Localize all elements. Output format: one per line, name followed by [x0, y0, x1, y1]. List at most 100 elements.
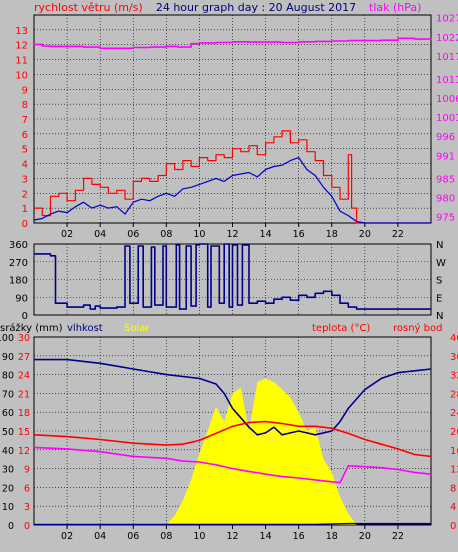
tick-label: 7 — [22, 115, 28, 126]
series-rosn-bod — [33, 446, 432, 484]
x-tick-label: 18 — [326, 531, 338, 542]
tick-label: 5 — [22, 145, 28, 156]
tick-label: 985 — [436, 174, 455, 185]
tick-label: 21 — [18, 389, 30, 400]
rain-ticks: 0 3 6 9 12 15 18 21 24 27 30 — [18, 333, 30, 532]
tick-label: 36 — [450, 352, 458, 363]
tick-label: 975 — [436, 213, 455, 224]
tick-label: 12 — [15, 41, 28, 52]
tick-label: 180 — [9, 276, 28, 287]
tick-label: 8 — [22, 100, 28, 111]
tick-label: N — [436, 240, 443, 251]
tick-label: 0 — [450, 521, 456, 532]
x-tick-label: 02 — [61, 229, 73, 240]
tick-label: 15 — [18, 427, 30, 438]
x-tick-label: 12 — [226, 229, 238, 240]
wind-hour-ticks: 02 04 06 08 10 12 14 16 18 20 22 — [61, 223, 404, 240]
x-tick-label: 14 — [260, 531, 272, 542]
x-tick-label: 12 — [226, 531, 238, 542]
series-solar — [34, 378, 431, 525]
tick-label: 1017 — [436, 52, 458, 63]
legend-dew-point: rosný bod — [393, 322, 442, 334]
legend-rain: srážky (mm) — [0, 322, 63, 334]
x-tick-label: 22 — [392, 531, 404, 542]
tick-label: 0 — [24, 521, 30, 532]
x-tick-label: 02 — [61, 531, 73, 542]
tick-label: 4 — [22, 160, 28, 171]
tick-label: 27 — [18, 352, 30, 363]
wind-pressure-panel: 24 hour graph day : 20 August 2017 rychl… — [15, 1, 458, 240]
tick-label: W — [436, 258, 446, 269]
tick-label: 3 — [24, 502, 30, 513]
tick-label: 8 — [450, 483, 456, 494]
tick-label: 270 — [9, 258, 28, 269]
tick-label: 2 — [22, 189, 28, 200]
tick-label: 40 — [2, 446, 14, 457]
tick-label: 11 — [15, 56, 28, 67]
tick-label: 4 — [450, 502, 456, 513]
tick-label: 10 — [2, 502, 14, 513]
x-tick-label: 10 — [193, 229, 205, 240]
x-tick-label: 08 — [160, 229, 172, 240]
tick-label: 13 — [15, 26, 28, 37]
tick-label: 100 — [0, 333, 14, 344]
tick-label: 980 — [436, 193, 455, 204]
tick-label: 1006 — [436, 94, 458, 105]
tick-label: 50 — [2, 427, 14, 438]
pressure-axis-label: tlak (hPa) — [369, 1, 421, 14]
tick-label: 996 — [436, 132, 455, 143]
tick-label: 360 — [9, 240, 28, 251]
tick-label: 10 — [15, 70, 28, 81]
tick-label: 991 — [436, 151, 455, 162]
wind-axis-label: rychlost větru (m/s) — [34, 1, 143, 14]
x-tick-label: 16 — [293, 531, 305, 542]
chart-title: 24 hour graph day : 20 August 2017 — [156, 1, 356, 14]
direction-series — [34, 243, 431, 310]
series-tlak-hpa — [34, 37, 432, 50]
x-tick-label: 16 — [293, 229, 305, 240]
tick-label: 6 — [24, 483, 30, 494]
tick-label: 24 — [18, 371, 30, 382]
x-tick-label: 20 — [359, 531, 371, 542]
x-tick-label: 04 — [94, 531, 106, 542]
tick-label: S — [436, 276, 442, 287]
x-tick-label: 04 — [94, 229, 106, 240]
tick-label: 1022 — [436, 33, 458, 44]
tick-label: 70 — [2, 389, 14, 400]
direction-degree-ticks: 0 90 180 270 360 — [9, 240, 28, 322]
tick-label: 0 — [22, 311, 28, 322]
x-tick-label: 22 — [392, 229, 404, 240]
series-sr-ky-mm — [34, 522, 431, 526]
series-rychlost-v-tru-m-s — [34, 130, 431, 224]
temperature-panel: srážky (mm) vlhkost Solar teplota (°C) r… — [0, 322, 458, 542]
series-wind-speed-average — [33, 157, 431, 224]
tick-label: 12 — [450, 465, 458, 476]
tick-label: 20 — [2, 483, 14, 494]
tick-label: 90 — [2, 352, 14, 363]
tick-label: 28 — [450, 389, 458, 400]
x-tick-label: 06 — [127, 531, 139, 542]
x-tick-label: 08 — [160, 531, 172, 542]
tick-label: 40 — [450, 333, 458, 344]
temperature-series — [33, 358, 432, 526]
tick-label: 9 — [24, 465, 30, 476]
humidity-ticks: 0 10 20 30 40 50 60 70 80 90 100 — [0, 333, 14, 532]
series-vlhkost — [34, 358, 432, 436]
tick-label: 24 — [450, 408, 458, 419]
x-tick-label: 18 — [326, 229, 338, 240]
tick-label: 3 — [22, 174, 28, 185]
tick-label: 12 — [18, 446, 30, 457]
tick-label: 30 — [18, 333, 30, 344]
x-tick-label: 20 — [359, 229, 371, 240]
tick-label: 16 — [450, 446, 458, 457]
tick-label: E — [436, 293, 442, 304]
series-wind-direction — [34, 243, 431, 310]
temperature-ticks: 0 4 8 12 16 20 24 28 32 36 40 — [450, 333, 458, 532]
tick-label: 6 — [22, 130, 28, 141]
